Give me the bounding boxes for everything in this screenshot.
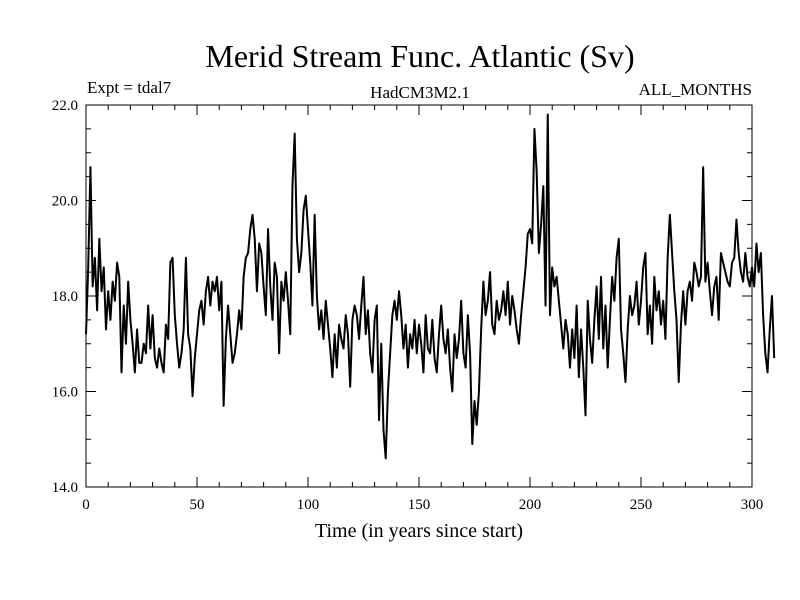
model-label: HadCM3M2.1 bbox=[370, 83, 470, 102]
y-tick-label: 16.0 bbox=[52, 385, 78, 401]
x-tick-label: 150 bbox=[408, 497, 431, 513]
data-series-line bbox=[85, 113, 776, 460]
x-tick-label: 0 bbox=[82, 497, 90, 513]
axis-tick-labels: 0 50 100 150 200 250 300 14.0 16.0 18.0 20.0 22.0 bbox=[52, 98, 764, 513]
x-tick-label: 250 bbox=[630, 497, 653, 513]
x-tick-label: 300 bbox=[741, 497, 764, 513]
x-tick-label: 200 bbox=[519, 497, 542, 513]
y-tick-label: 20.0 bbox=[52, 194, 78, 210]
y-tick-label: 18.0 bbox=[52, 289, 78, 305]
y-tick-label: 14.0 bbox=[52, 480, 78, 496]
x-tick-label: 50 bbox=[190, 497, 205, 513]
months-label: ALL_MONTHS bbox=[639, 80, 752, 99]
experiment-label: Expt = tdal7 bbox=[87, 78, 172, 97]
chart-title: Merid Stream Func. Atlantic (Sv) bbox=[205, 38, 634, 74]
x-tick-label: 100 bbox=[297, 497, 320, 513]
plot-frame bbox=[85, 104, 753, 488]
x-axis-label: Time (in years since start) bbox=[315, 520, 523, 542]
y-tick-label: 22.0 bbox=[52, 98, 78, 114]
axis-ticks bbox=[85, 104, 753, 488]
